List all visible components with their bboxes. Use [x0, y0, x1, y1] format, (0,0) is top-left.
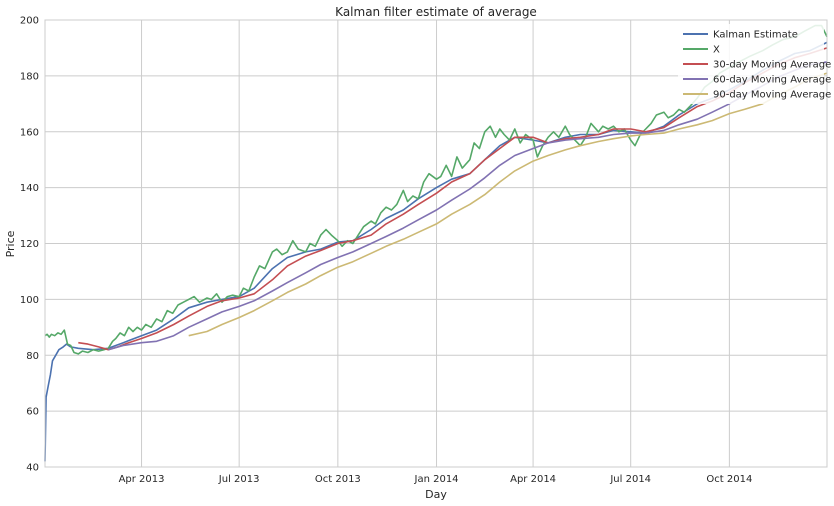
y-tick-label: 120: [20, 239, 39, 250]
y-axis-title: Price: [4, 230, 17, 257]
y-tick-label: 60: [26, 407, 39, 418]
y-axis-ticks: 40 60 80 100 120 140 160 180 200: [20, 16, 39, 474]
x-axis-ticks: Apr 2013 Jul 2013 Oct 2013 Jan 2014 Apr 2014…: [119, 474, 753, 485]
x-tick-label: Jul 2013: [218, 474, 260, 485]
x-tick-label: Apr 2013: [119, 474, 165, 485]
y-tick-label: 100: [20, 295, 39, 306]
x-tick-label: Apr 2014: [510, 474, 556, 485]
series-line-90-day-moving-average: [188, 72, 828, 337]
series-lines: [44, 24, 828, 462]
x-tick-label: Jul 2014: [609, 474, 651, 485]
series-line-60-day-moving-average: [108, 61, 828, 351]
series-line-30-day-moving-average: [78, 47, 828, 351]
y-tick-label: 40: [26, 463, 39, 474]
chart-title: Kalman filter estimate of average: [335, 5, 537, 19]
y-tick-label: 140: [20, 183, 39, 194]
x-tick-label: Oct 2014: [706, 474, 752, 485]
y-tick-label: 200: [20, 16, 39, 27]
x-tick-label: Oct 2013: [315, 474, 361, 485]
series-line-kalman-estimate: [44, 41, 828, 462]
legend-label: 30-day Moving Average: [713, 60, 831, 71]
legend-label: 60-day Moving Average: [713, 75, 831, 86]
x-tick-label: Jan 2014: [414, 474, 459, 485]
y-tick-label: 160: [20, 127, 39, 138]
legend: Kalman Estimate X 30-day Moving Average 60-…: [678, 24, 831, 104]
x-axis-title: Day: [425, 488, 447, 501]
y-tick-label: 80: [26, 351, 39, 362]
legend-label: X: [713, 45, 720, 56]
y-tick-label: 180: [20, 71, 39, 82]
legend-label: Kalman Estimate: [713, 30, 798, 41]
plot-frame: [44, 19, 828, 468]
legend-label: 90-day Moving Average: [713, 90, 831, 101]
